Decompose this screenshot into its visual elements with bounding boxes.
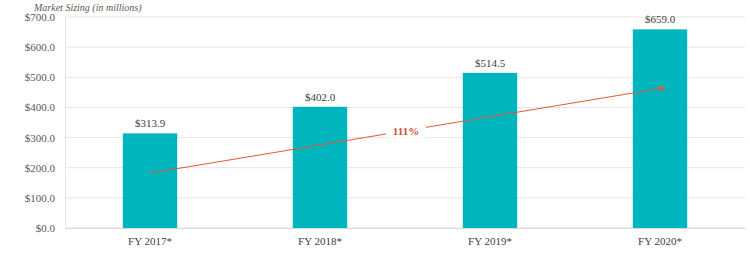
- tick-label: $100.0: [25, 192, 56, 204]
- bars: [123, 29, 687, 228]
- tick-label: FY 2018*: [298, 235, 342, 247]
- tick: FY 2017*: [128, 235, 172, 247]
- y-axis: $0.0 $100.0 $200.0 $300.0 $400.0 $500.0 $600.0…: [25, 11, 66, 234]
- data-label: $402.0: [305, 91, 336, 103]
- tick-label: $600.0: [25, 41, 56, 53]
- annotation: 111%: [150, 88, 665, 173]
- tick: $500.0: [25, 71, 65, 83]
- tick: $0.0: [36, 222, 65, 234]
- trend-arrow: [150, 88, 665, 173]
- tick: $300.0: [25, 132, 65, 144]
- bar: [633, 29, 687, 228]
- data-label: $659.0: [645, 13, 676, 25]
- tick-label: FY 2020*: [638, 235, 682, 247]
- tick: FY 2019*: [468, 235, 512, 247]
- bar: [293, 107, 347, 228]
- chart: Market Sizing (in millions)$0.0$100.0$20…: [0, 0, 750, 256]
- grid: [65, 17, 745, 228]
- tick: $400.0: [25, 101, 65, 113]
- tick-label: FY 2017*: [128, 235, 172, 247]
- data-labels: $313.9 $402.0 $514.5 $659.0: [135, 13, 676, 129]
- tick: $100.0: [25, 192, 65, 204]
- tick: FY 2018*: [298, 235, 342, 247]
- tick: $200.0: [25, 162, 65, 174]
- x-axis: FY 2017* FY 2018* FY 2019* FY 2020*: [66, 229, 746, 247]
- grid-line: [65, 17, 745, 18]
- tick-label: $400.0: [25, 101, 56, 113]
- axis-line: [66, 228, 746, 229]
- tick: $600.0: [25, 41, 65, 53]
- tick-label: $0.0: [36, 222, 56, 234]
- axis-line: [65, 18, 66, 229]
- data-label: $313.9: [135, 117, 166, 129]
- annotation-background: [386, 123, 426, 138]
- data-label: $514.5: [475, 57, 506, 69]
- tick-label: $300.0: [25, 132, 56, 144]
- bar: [463, 73, 517, 228]
- tick: $700.0: [25, 11, 65, 23]
- tick-label: $200.0: [25, 162, 56, 174]
- bar: [123, 133, 177, 228]
- tick-label: FY 2019*: [468, 235, 512, 247]
- annotation-text: 111%: [393, 125, 419, 137]
- tick: FY 2020*: [638, 235, 682, 247]
- tick-label: $700.0: [25, 11, 56, 23]
- tick-label: $500.0: [25, 71, 56, 83]
